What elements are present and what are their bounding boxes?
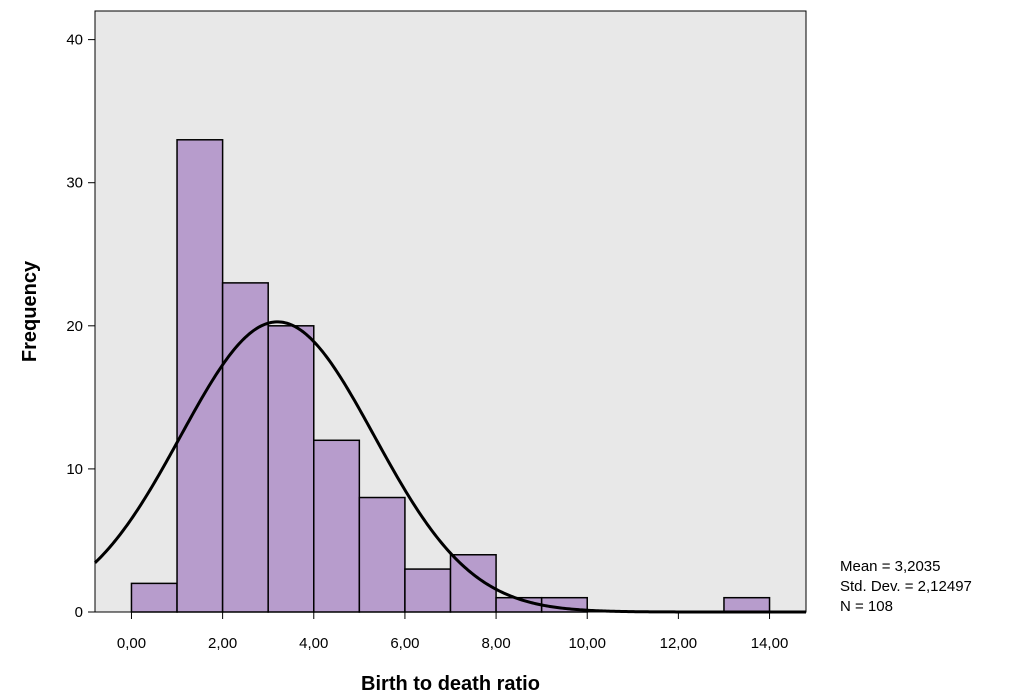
histogram-bar bbox=[449, 554, 497, 613]
histogram-bar bbox=[267, 325, 315, 613]
y-tick-label: 40 bbox=[66, 32, 83, 49]
normal-curve bbox=[93, 320, 806, 614]
histogram-bar bbox=[723, 596, 771, 613]
histogram-bar bbox=[404, 568, 452, 613]
y-tick-label: 30 bbox=[66, 175, 83, 192]
x-tick-label: 12,00 bbox=[660, 635, 698, 652]
stats-mean: Mean = 3,2035 bbox=[840, 558, 941, 575]
y-tick-label: 20 bbox=[66, 318, 83, 335]
x-axis: 0,00 2,00 4,00 6,00 8,00 10,00 12,00 14,00 bbox=[117, 612, 788, 652]
x-tick-label: 6,00 bbox=[390, 635, 419, 652]
x-tick-label: 4,00 bbox=[299, 635, 328, 652]
histogram-bar bbox=[358, 496, 406, 613]
x-tick-label: 0,00 bbox=[117, 635, 146, 652]
x-axis-title: Birth to death ratio bbox=[361, 673, 540, 695]
y-axis: 0 10 20 30 40 bbox=[66, 32, 95, 621]
histogram-bar bbox=[221, 282, 269, 613]
y-axis-title: Frequency bbox=[19, 260, 41, 362]
histogram-bar bbox=[313, 439, 361, 613]
stats-n: N = 108 bbox=[840, 598, 893, 615]
x-tick-label: 2,00 bbox=[208, 635, 237, 652]
y-tick-label: 10 bbox=[66, 461, 83, 478]
stats-box: Mean = 3,2035 Std. Dev. = 2,12497 N = 10… bbox=[840, 557, 972, 617]
x-tick-label: 14,00 bbox=[751, 635, 789, 652]
x-tick-label: 8,00 bbox=[481, 635, 510, 652]
y-tick-label: 0 bbox=[75, 604, 83, 621]
x-tick-label: 10,00 bbox=[568, 635, 606, 652]
stats-std-dev: Std. Dev. = 2,12497 bbox=[840, 578, 972, 595]
histogram-bar bbox=[130, 582, 178, 613]
